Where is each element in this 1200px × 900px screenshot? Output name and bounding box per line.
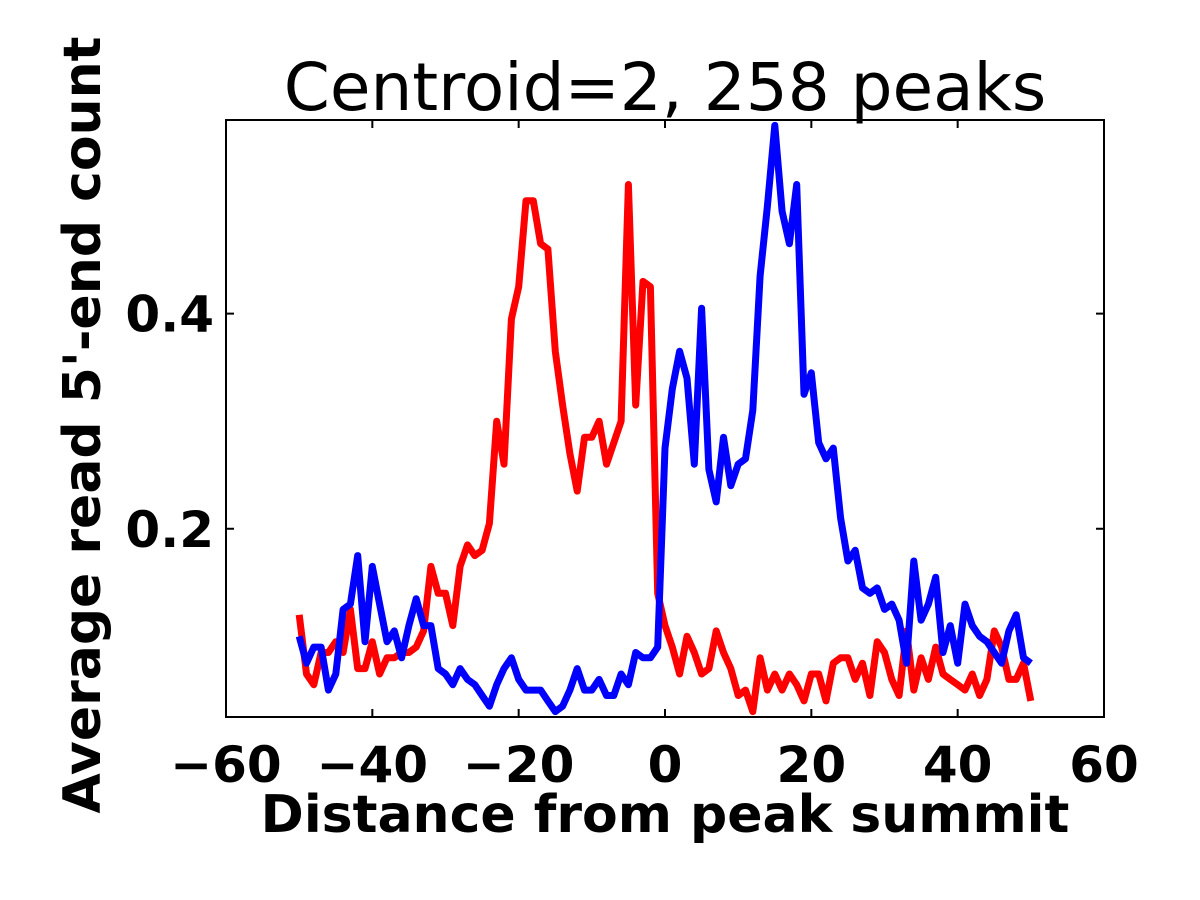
- plot-lines: [295, 121, 1035, 716]
- x-axis-label: Distance from peak summit: [261, 785, 1070, 845]
- y-tick-label: 0.2: [125, 501, 214, 559]
- y-axis-label: Average read 5'-end count: [53, 37, 113, 814]
- x-tick-label: 60: [1069, 736, 1139, 794]
- x-tick-label: −60: [170, 736, 281, 794]
- axis-ticks: −60 −40 −20 0 20 40 60 0.2 0.4: [125, 120, 1139, 794]
- series-line-2: [295, 121, 1033, 716]
- x-tick-label: −20: [463, 736, 574, 794]
- x-tick-label: −40: [317, 736, 428, 794]
- x-tick-label: 0: [648, 736, 683, 794]
- chart-title: Centroid=2, 258 peaks: [284, 49, 1046, 126]
- y-tick-label: 0.4: [125, 286, 214, 344]
- x-tick-label: 20: [777, 736, 847, 794]
- x-tick-label: 40: [923, 736, 993, 794]
